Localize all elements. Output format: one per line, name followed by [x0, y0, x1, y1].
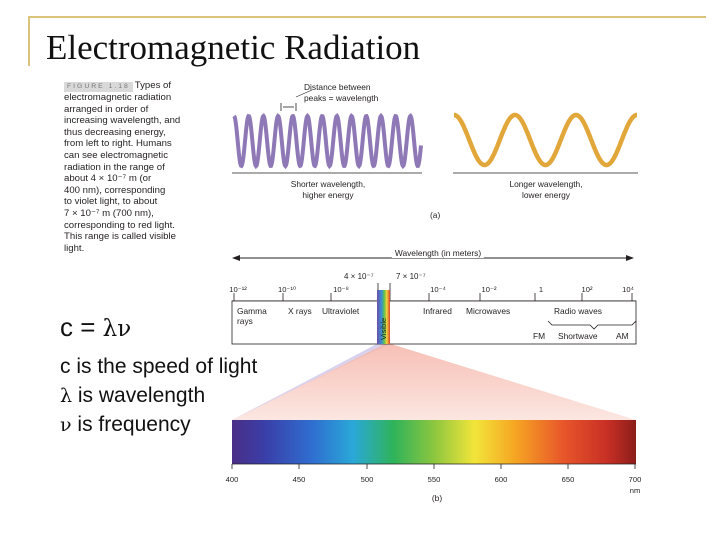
- tick-label: 10⁻¹⁰: [277, 285, 297, 294]
- caption-line: from left to right. Humans: [64, 138, 172, 150]
- visible-mark-violet: 4 × 10⁻⁷: [344, 272, 374, 281]
- short-wavelength-wave: [232, 112, 423, 170]
- distance-label: peaks = wavelength: [304, 93, 379, 103]
- band-am: AM: [616, 331, 629, 341]
- band-gamma: Gamma rays: [237, 306, 267, 326]
- definition-lambda: λ is wavelength: [60, 384, 205, 408]
- long-wavelength-wave: [454, 112, 637, 168]
- band-xray: X rays: [288, 306, 312, 316]
- figure-caption: FIGURE 1.18 Types of electromagnetic radi…: [64, 80, 230, 254]
- caption-line: 7 × 10⁻⁷ m (700 nm),: [64, 207, 154, 219]
- tick-label: 10⁻⁸: [333, 285, 349, 294]
- caption-line: 400 nm), corresponding: [64, 184, 166, 196]
- frame-left-border: [28, 16, 30, 66]
- band-shortwave: Shortwave: [558, 331, 598, 341]
- red-projection: [232, 344, 636, 420]
- tick-label: 10⁻²: [481, 285, 497, 294]
- short-wave-label: Shorter wavelength,: [290, 179, 366, 189]
- visible-mark-red: 7 × 10⁻⁷: [396, 272, 426, 281]
- caption-line: increasing wavelength, and: [64, 115, 181, 127]
- caption-line: This range is called visible: [64, 231, 176, 243]
- panel-b-label: (b): [431, 493, 443, 503]
- definition-text: is the speed of light: [70, 355, 258, 378]
- caption-line: can see electromagnetic: [64, 149, 168, 161]
- caption-line: radiation in the range of: [64, 161, 165, 173]
- distance-label: Distance between: [304, 82, 371, 92]
- band-infrared: Infrared: [423, 306, 452, 316]
- caption-line: Types of: [134, 80, 172, 91]
- nm-tick: 550: [427, 475, 441, 484]
- tick-label: 10⁻⁴: [430, 285, 446, 294]
- nm-tick: 700: [628, 475, 642, 484]
- definition-c: c is the speed of light: [60, 355, 257, 379]
- slide-title: Electromagnetic Radiation: [46, 28, 421, 67]
- definition-symbol: c: [60, 355, 71, 378]
- definition-text: is wavelength: [72, 384, 206, 407]
- nm-tick: 650: [561, 475, 575, 484]
- band-fm: FM: [533, 331, 546, 341]
- panel-a-label: (a): [430, 210, 441, 220]
- definition-symbol: ν: [60, 414, 72, 436]
- short-wave-label: higher energy: [302, 190, 354, 200]
- nm-unit: nm: [629, 486, 641, 495]
- nm-tick: 600: [494, 475, 508, 484]
- visible-spectrum-bar: [232, 420, 636, 464]
- band-microwaves: Microwaves: [466, 306, 511, 316]
- figure-label: FIGURE 1.18: [64, 82, 133, 92]
- equation: c = λν: [60, 312, 131, 343]
- band-visible: Visible: [379, 317, 388, 340]
- nm-tick: 400: [225, 475, 239, 484]
- tick-label: 1: [538, 285, 544, 294]
- caption-line: thus decreasing energy,: [64, 126, 166, 138]
- frame-top-border: [28, 16, 706, 18]
- caption-line: electromagnetic radiation: [64, 92, 172, 103]
- tick-label: 10²: [581, 285, 593, 294]
- caption-line: about 4 × 10⁻⁷ m (or: [64, 173, 152, 185]
- wavelength-axis-label: Wavelength (in meters): [391, 248, 485, 258]
- band-radio: Radio waves: [554, 306, 602, 316]
- definition-text: is frequency: [71, 413, 191, 436]
- caption-line: to violet light, to about: [64, 196, 158, 208]
- visible-band: [377, 290, 390, 344]
- nm-tick: 500: [360, 475, 374, 484]
- definition-symbol: λ: [60, 385, 73, 407]
- long-wave-label: Longer wavelength,: [509, 179, 583, 189]
- long-wave-label: lower energy: [522, 190, 570, 200]
- band-ultraviolet: Ultraviolet: [322, 306, 360, 316]
- equation-greek: λν: [102, 316, 132, 342]
- definition-nu: ν is frequency: [60, 413, 191, 437]
- caption-line: arranged in order of: [64, 103, 149, 115]
- radio-brace: [547, 320, 637, 330]
- equation-left: c =: [60, 312, 103, 342]
- caption-line: light.: [64, 242, 85, 254]
- nm-tick: 450: [292, 475, 306, 484]
- tick-label: 10⁻¹²: [229, 285, 247, 294]
- caption-line: corresponding to red light.: [64, 219, 175, 231]
- tick-label: 10⁴: [622, 285, 634, 294]
